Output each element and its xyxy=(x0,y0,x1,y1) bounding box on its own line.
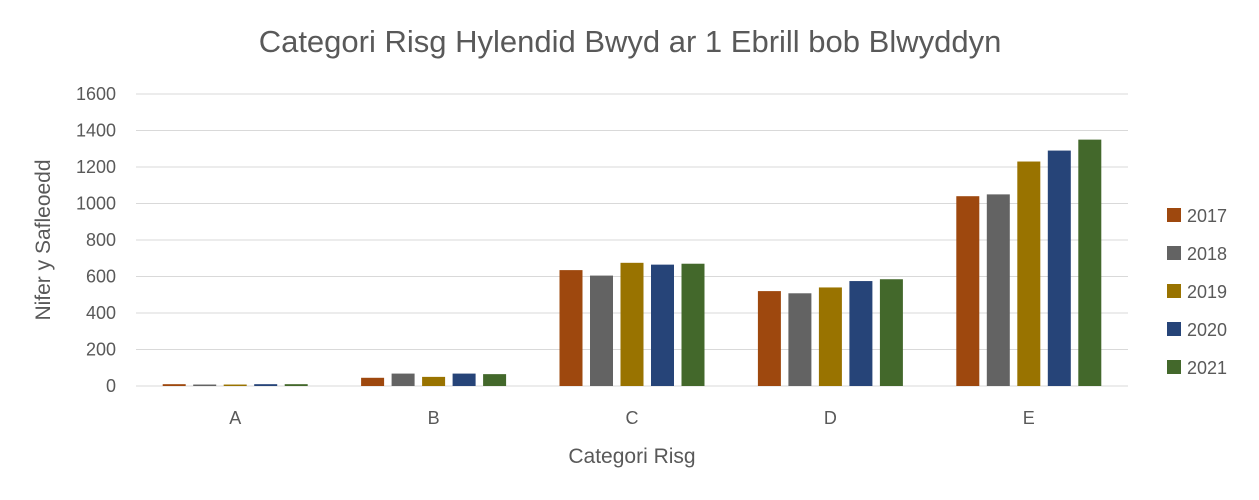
bar-E-2020 xyxy=(1047,150,1071,386)
bars xyxy=(162,139,1102,386)
chart-title: Categori Risg Hylendid Bwyd ar 1 Ebrill … xyxy=(259,24,1002,59)
x-tick-label: A xyxy=(229,408,241,428)
bar-A-2017 xyxy=(162,384,186,386)
legend-swatch-2021 xyxy=(1167,360,1181,374)
y-axis-ticks: 0 200 400 600 800 1000 1200 1400 1600 xyxy=(76,84,116,396)
legend: 2017 2018 2019 2020 2021 xyxy=(1167,206,1227,378)
bar-B-2018 xyxy=(391,373,415,386)
bar-C-2017 xyxy=(559,270,583,386)
bar-D-2018 xyxy=(788,293,812,386)
y-axis-label: Nifer y Safleoedd xyxy=(32,159,55,320)
y-tick-label: 1600 xyxy=(76,84,116,104)
bar-D-2017 xyxy=(757,291,781,386)
bar-A-2021 xyxy=(284,384,308,386)
bar-E-2018 xyxy=(986,194,1010,386)
legend-label-2021: 2021 xyxy=(1187,358,1227,378)
bar-C-2020 xyxy=(651,264,674,386)
x-tick-label: D xyxy=(824,408,837,428)
bar-A-2020 xyxy=(254,384,278,386)
bar-B-2020 xyxy=(452,373,476,386)
x-axis-label: Categori Risg xyxy=(568,445,695,468)
bar-C-2019 xyxy=(620,262,644,386)
bar-C-2018 xyxy=(590,275,613,386)
bar-A-2019 xyxy=(223,384,247,386)
gridlines xyxy=(136,93,1128,387)
bar-D-2019 xyxy=(818,287,842,386)
bar-B-2019 xyxy=(422,376,446,386)
bar-E-2019 xyxy=(1017,161,1041,386)
bar-D-2020 xyxy=(849,281,873,386)
legend-swatch-2020 xyxy=(1167,322,1181,336)
legend-swatch-2019 xyxy=(1167,284,1181,298)
bar-E-2021 xyxy=(1078,139,1102,386)
bar-D-2021 xyxy=(879,279,903,386)
y-tick-label: 0 xyxy=(106,376,116,396)
x-tick-label: B xyxy=(428,408,440,428)
bar-B-2017 xyxy=(361,377,385,386)
bar-A-2018 xyxy=(193,384,217,386)
y-tick-label: 600 xyxy=(86,267,116,287)
x-tick-label: C xyxy=(626,408,639,428)
legend-label-2020: 2020 xyxy=(1187,320,1227,340)
legend-swatch-2017 xyxy=(1167,208,1181,222)
legend-label-2017: 2017 xyxy=(1187,206,1227,226)
y-tick-label: 1000 xyxy=(76,194,116,214)
y-tick-label: 400 xyxy=(86,303,116,323)
y-tick-label: 200 xyxy=(86,340,116,360)
bar-B-2021 xyxy=(483,374,507,386)
bar-C-2021 xyxy=(681,263,705,386)
legend-label-2019: 2019 xyxy=(1187,282,1227,302)
legend-swatch-2018 xyxy=(1167,246,1181,260)
y-tick-label: 800 xyxy=(86,230,116,250)
y-tick-label: 1400 xyxy=(76,121,116,141)
x-axis-ticks: A B C D E xyxy=(229,408,1035,428)
y-tick-label: 1200 xyxy=(76,157,116,177)
bar-E-2017 xyxy=(956,196,980,386)
x-tick-label: E xyxy=(1023,408,1035,428)
legend-label-2018: 2018 xyxy=(1187,244,1227,264)
